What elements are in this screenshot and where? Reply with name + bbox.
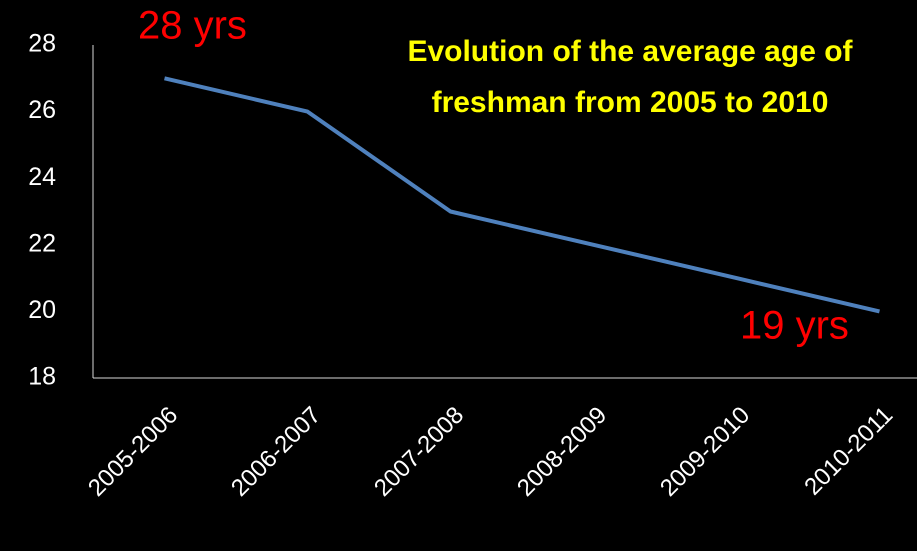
- annotation: 19 yrs: [740, 304, 849, 348]
- chart-title: freshman from 2005 to 2010: [432, 86, 829, 119]
- line-series: [164, 76, 880, 314]
- y-tick-label: 26: [28, 96, 56, 124]
- chart-title: Evolution of the average age of: [407, 35, 853, 68]
- y-tick-label: 24: [28, 163, 56, 191]
- y-tick-label: 20: [28, 296, 56, 324]
- y-tick-label: 18: [28, 363, 56, 391]
- y-tick-label: 28: [28, 30, 56, 58]
- y-tick-label: 22: [28, 229, 56, 257]
- annotation: 28 yrs: [138, 4, 247, 48]
